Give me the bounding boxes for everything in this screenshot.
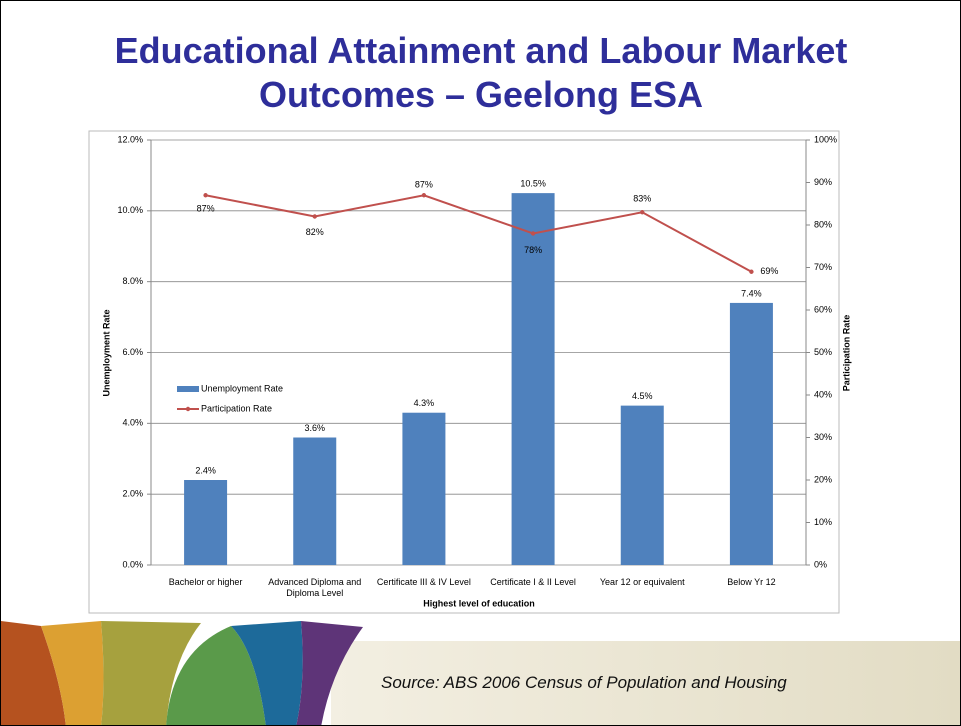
y2-tick-label: 50% (814, 347, 832, 357)
bar-label: 3.6% (304, 423, 325, 433)
source-note: Source: ABS 2006 Census of Population an… (381, 673, 787, 693)
y-tick-label: 2.0% (122, 489, 143, 499)
x-tick-label: Advanced Diploma and Diploma Level (263, 577, 367, 599)
y-tick-label: 10.0% (117, 205, 143, 215)
line-marker (313, 214, 317, 218)
x-tick-label: Certificate I & II Level (481, 577, 585, 588)
y2-tick-label: 80% (814, 219, 832, 229)
y-tick-label: 6.0% (122, 347, 143, 357)
legend-label: Unemployment Rate (201, 383, 283, 393)
y2-tick-label: 40% (814, 389, 832, 399)
x-axis-title: Highest level of education (423, 598, 535, 608)
y-tick-label: 8.0% (122, 276, 143, 286)
y2-tick-label: 60% (814, 304, 832, 314)
bar-label: 4.5% (632, 391, 653, 401)
y2-tick-label: 20% (814, 474, 832, 484)
y2-tick-label: 100% (814, 134, 837, 144)
x-tick-label: Year 12 or equivalent (590, 577, 694, 588)
legend-marker (186, 407, 190, 411)
x-tick-label: Bachelor or higher (154, 577, 258, 588)
chart: Unemployment Rate Participation Rate Hig… (1, 1, 961, 726)
bar (293, 438, 336, 566)
bar-label: 10.5% (520, 179, 546, 189)
bar (730, 303, 773, 565)
bar-label: 7.4% (741, 288, 762, 298)
y-axis-title: Unemployment Rate (101, 309, 111, 396)
y2-tick-label: 90% (814, 177, 832, 187)
x-tick-label: Certificate III & IV Level (372, 577, 476, 588)
line-label: 83% (633, 194, 651, 204)
line-marker (531, 231, 535, 235)
line-label: 87% (197, 204, 215, 214)
y-tick-label: 0.0% (122, 559, 143, 569)
y-tick-label: 12.0% (117, 134, 143, 144)
y2-tick-label: 10% (814, 517, 832, 527)
bar-label: 2.4% (195, 465, 216, 475)
line-marker (749, 270, 753, 274)
legend-swatch (177, 386, 199, 392)
legend-label: Participation Rate (201, 403, 272, 413)
y-tick-label: 4.0% (122, 418, 143, 428)
bar (184, 480, 227, 565)
bar-label: 4.3% (414, 398, 435, 408)
bar (621, 406, 664, 565)
y2-tick-label: 70% (814, 262, 832, 272)
slide: Educational Attainment and Labour Market… (0, 0, 961, 726)
x-tick-label: Below Yr 12 (699, 577, 803, 588)
line-marker (640, 210, 644, 214)
bar (402, 413, 445, 565)
y2-axis-title: Participation Rate (841, 315, 851, 392)
line-marker (422, 193, 426, 197)
line-marker (203, 193, 207, 197)
y2-tick-label: 0% (814, 559, 827, 569)
line-label: 69% (760, 266, 778, 276)
line-label: 78% (524, 245, 542, 255)
y2-tick-label: 30% (814, 432, 832, 442)
line-label: 82% (306, 227, 324, 237)
line-label: 87% (415, 180, 433, 190)
